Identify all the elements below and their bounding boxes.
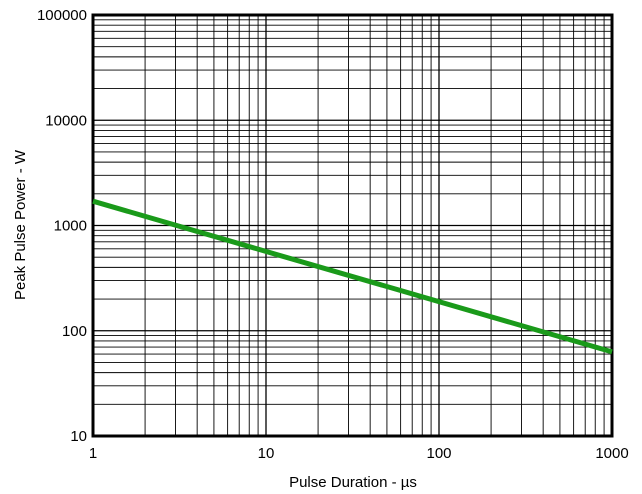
x-tick-label: 1000 [595,445,628,462]
plot-border [91,13,614,438]
x-tick-label: 10 [258,445,275,462]
grid [93,15,612,436]
plot-frame [91,13,614,438]
y-tick-label: 10000 [45,112,87,129]
y-tick-label: 1000 [54,218,87,235]
y-tick-label: 100000 [37,7,87,24]
x-axis-title: Pulse Duration - µs [289,474,417,491]
y-tick-label: 10 [70,428,87,445]
x-tick-label: 1 [89,445,97,462]
y-tick-label: 100 [62,323,87,340]
series-layer [92,198,613,355]
x-tick-label: 100 [426,445,451,462]
y-axis-title: Peak Pulse Power - W [12,149,29,300]
series-line [92,198,613,355]
